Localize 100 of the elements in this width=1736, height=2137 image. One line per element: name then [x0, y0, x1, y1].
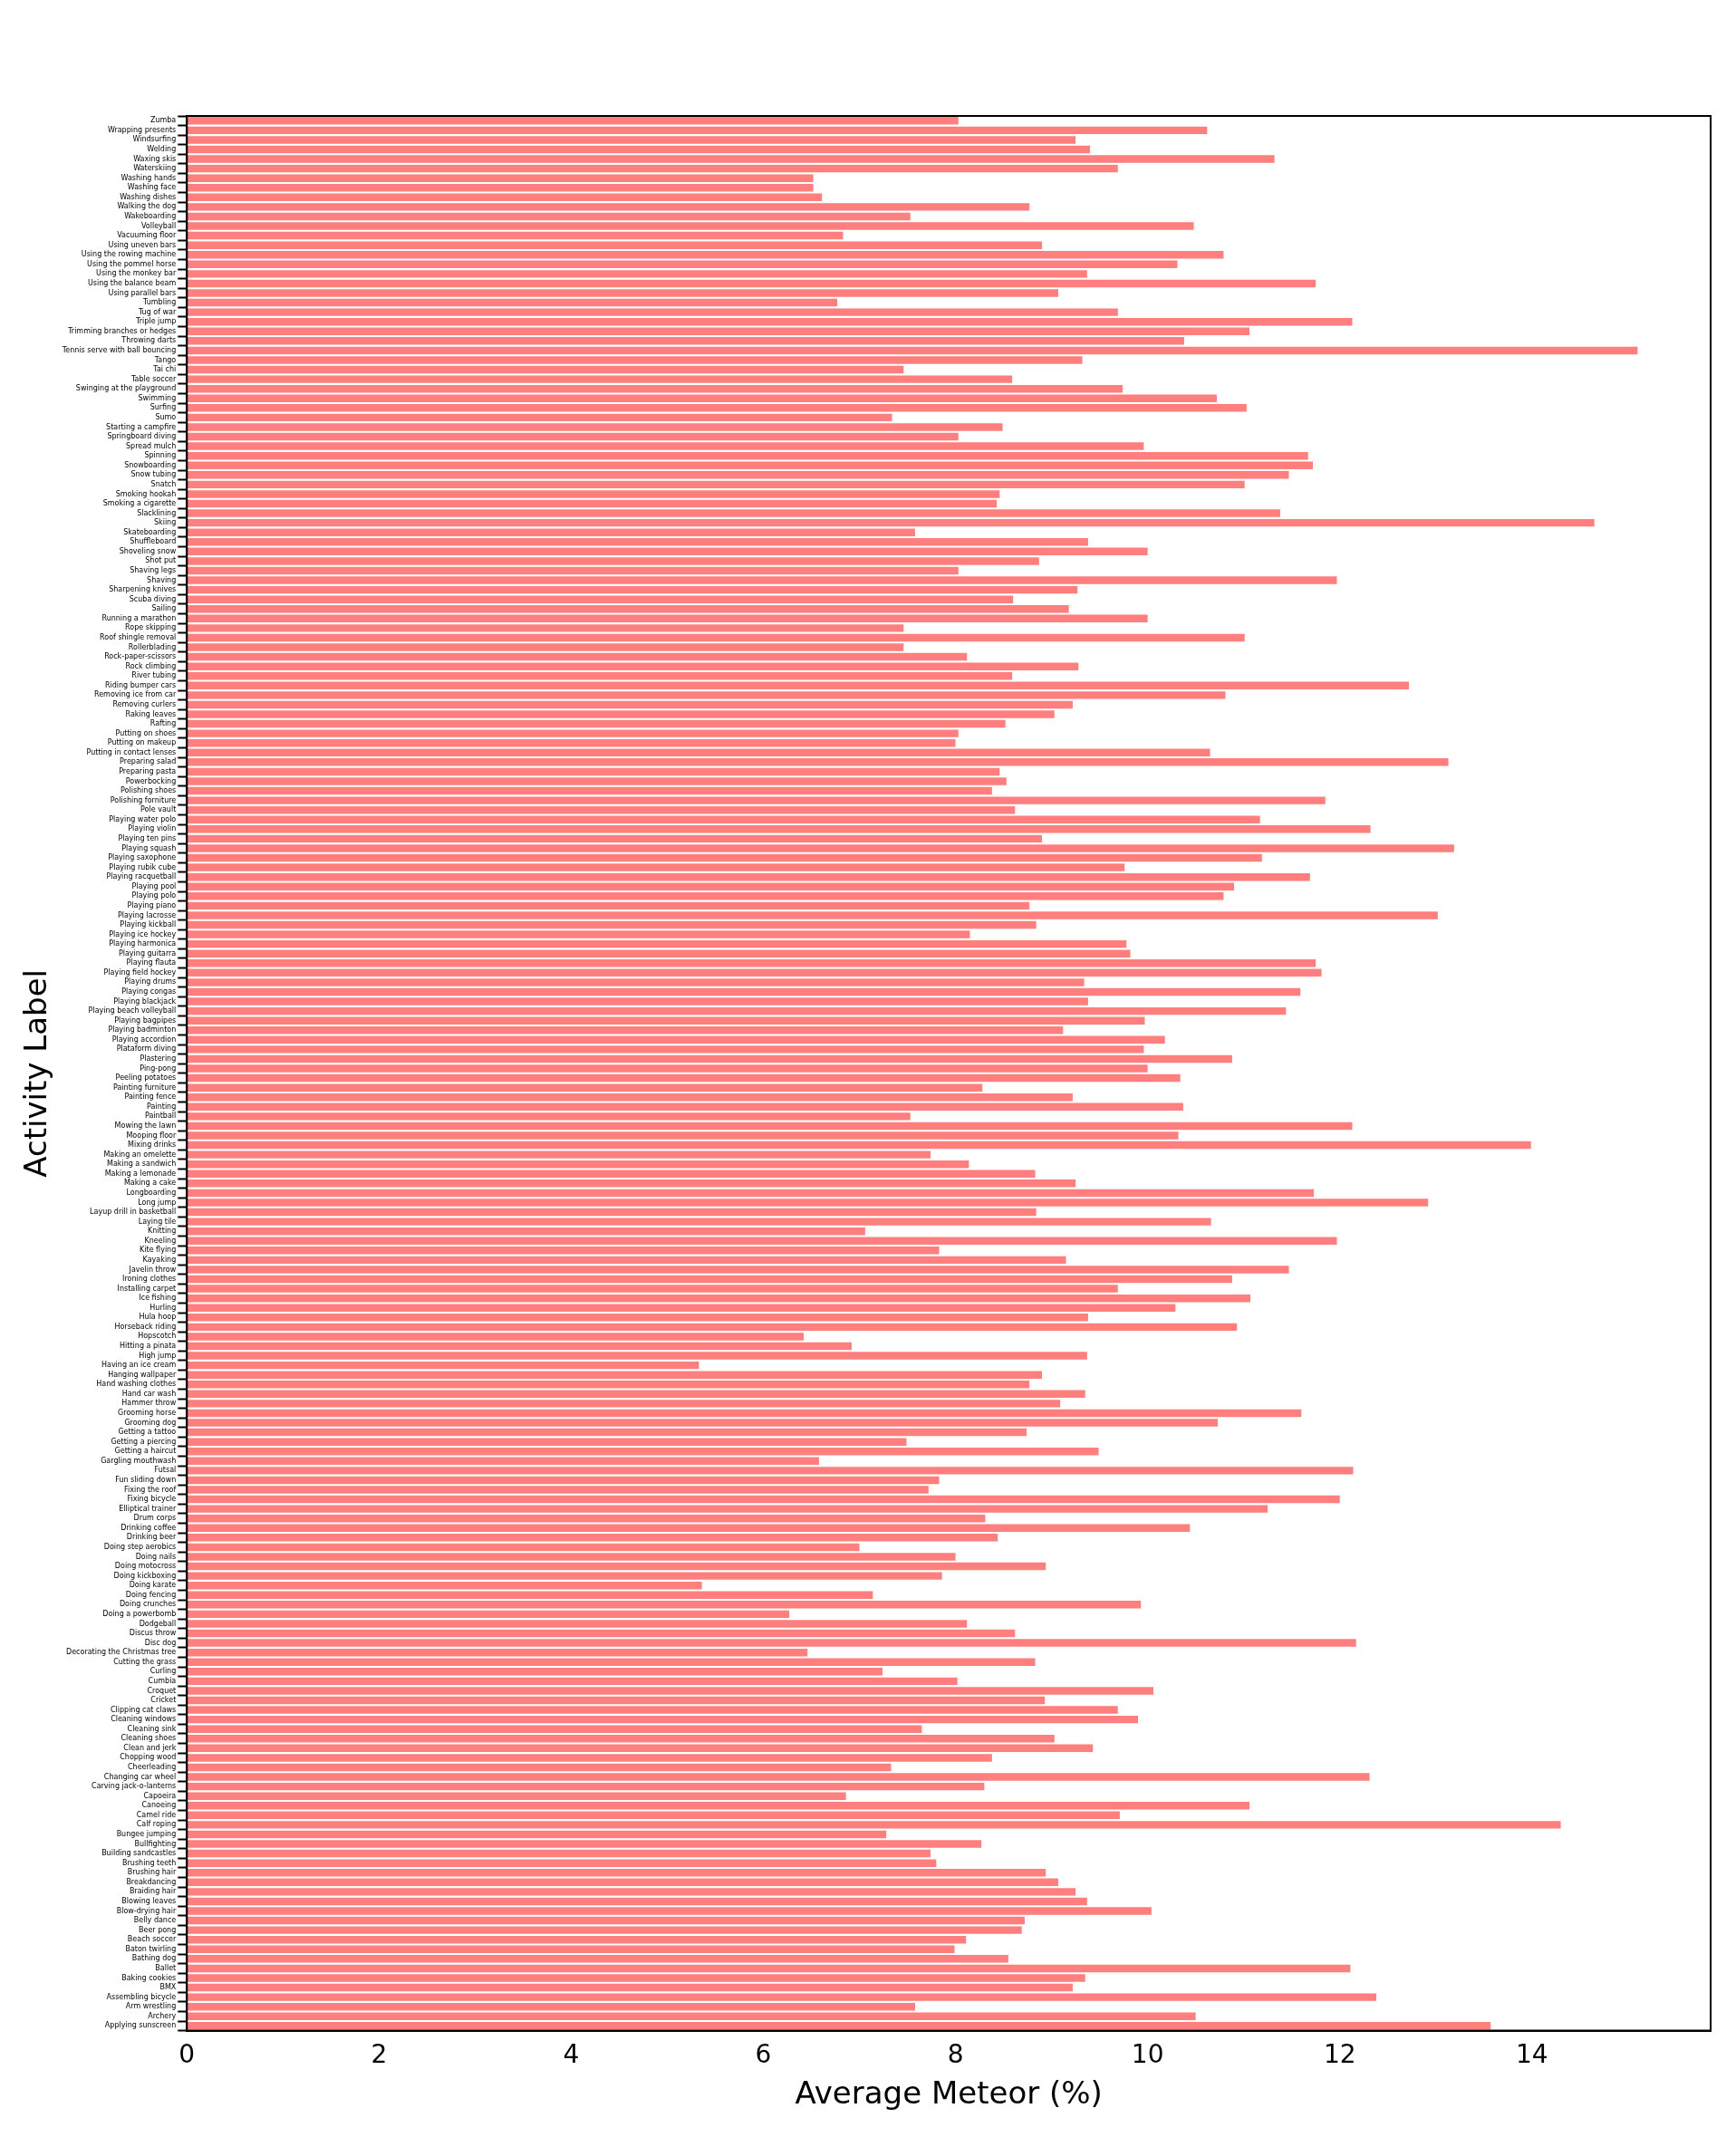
y-tick-label: Raking leaves — [125, 709, 177, 718]
bar — [187, 1706, 1118, 1714]
bar — [187, 1361, 699, 1370]
bar — [187, 1830, 887, 1839]
bar — [187, 490, 1000, 498]
y-tick-label: Skiing — [153, 518, 177, 527]
bar — [187, 184, 814, 192]
y-tick-label: Painting — [147, 1102, 177, 1111]
y-tick-label: Painting fence — [124, 1093, 177, 1102]
bar — [187, 375, 1013, 383]
bar — [187, 1342, 853, 1351]
bar — [187, 241, 1042, 249]
bar — [187, 1821, 1561, 1829]
y-tick-label: Horseback riding — [114, 1322, 177, 1331]
bar — [187, 1897, 1087, 1906]
bar — [187, 1381, 1030, 1389]
y-tick-label: Shoveling snow — [119, 546, 177, 555]
y-tick-label: Playing lacrosse — [117, 910, 177, 919]
y-tick-label: Beach soccer — [127, 1935, 177, 1944]
y-tick-label: Futsal — [154, 1466, 177, 1475]
y-tick-label: Hand washing clothes — [96, 1380, 177, 1389]
bar — [187, 1840, 982, 1848]
y-tick-label: Rollerblading — [128, 642, 177, 651]
bar — [187, 863, 1125, 871]
bar — [187, 1534, 998, 1542]
y-tick-label: Tango — [153, 355, 177, 364]
y-tick-label: Calf roping — [136, 1820, 177, 1829]
y-tick-label: Blowing leaves — [121, 1897, 177, 1906]
bar — [187, 1150, 931, 1159]
bar — [187, 758, 1449, 766]
bar — [187, 1189, 1315, 1198]
bar — [187, 1352, 1087, 1360]
bar — [187, 212, 911, 221]
y-tick-label: Laying tile — [138, 1217, 177, 1226]
bar — [187, 1610, 790, 1619]
bar — [187, 298, 838, 307]
y-tick-label: Fixing bicycle — [127, 1495, 177, 1504]
y-tick-label: Wrapping presents — [107, 125, 177, 134]
y-tick-label: Swimming — [138, 393, 177, 402]
bar — [187, 1285, 1118, 1293]
y-tick-label: Baking cookies — [121, 1973, 177, 1982]
y-tick-label: Playing field hockey — [103, 967, 177, 977]
bar — [187, 1869, 1046, 1877]
y-tick-label: Removing ice from car — [93, 690, 177, 699]
y-tick-label: Swinging at the playground — [75, 384, 177, 393]
y-tick-label: Playing rubik cube — [109, 862, 177, 871]
bar — [187, 1687, 1153, 1695]
bar — [187, 1227, 865, 1236]
bar — [187, 1160, 969, 1169]
bar — [187, 595, 1014, 603]
bar — [187, 1744, 1094, 1753]
bar — [187, 1629, 1016, 1638]
bar — [187, 882, 1235, 890]
y-tick-label: Layup drill in basketball — [90, 1208, 177, 1217]
bar — [187, 471, 1289, 479]
y-tick-label: Using the rowing machine — [81, 250, 177, 259]
bar — [187, 738, 956, 747]
bar — [187, 193, 823, 202]
bar — [187, 1754, 992, 1762]
x-tick-label: 2 — [371, 2038, 388, 2069]
y-tick-label: Braiding hair — [129, 1887, 177, 1896]
y-tick-label: Changing car wheel — [103, 1772, 177, 1781]
y-tick-label: Curling — [149, 1667, 177, 1676]
bar — [187, 1696, 1046, 1705]
bar — [187, 1735, 1055, 1743]
y-tick-label: Rafting — [149, 719, 177, 728]
y-tick-label: Scuba diving — [129, 594, 177, 603]
x-tick-label: 12 — [1323, 2038, 1356, 2069]
y-tick-label: Powerbocking — [125, 776, 177, 785]
bar — [187, 1993, 1376, 2001]
bar — [187, 365, 904, 374]
y-tick-label: Rock climbing — [125, 661, 177, 670]
y-tick-label: Sharpening knives — [109, 585, 177, 594]
bar — [187, 404, 1247, 412]
y-tick-label: Roof shingle removal — [100, 633, 177, 642]
y-tick-label: Playing guitarra — [118, 948, 177, 958]
y-tick-label: Removing curlers — [112, 700, 177, 709]
bar — [187, 423, 1003, 431]
y-tick-label: Decorating the Christmas tree — [66, 1648, 177, 1657]
y-tick-label: Ironing clothes — [122, 1275, 177, 1284]
bar — [187, 1945, 955, 1953]
bar — [187, 719, 1006, 728]
bar — [187, 346, 1638, 355]
bar — [187, 1658, 1036, 1666]
y-tick-label: Knitting — [148, 1227, 177, 1236]
y-tick-label: Cleaning windows — [111, 1715, 177, 1724]
bar — [187, 1620, 968, 1628]
bar — [187, 1495, 1340, 1504]
bar — [187, 805, 1016, 814]
x-tick-label: 0 — [178, 2038, 196, 2069]
bar — [187, 920, 1037, 929]
y-tick-label: Sumo — [155, 412, 177, 421]
y-tick-label: Smoking hookah — [115, 489, 177, 498]
bar — [187, 777, 1007, 785]
bar — [187, 1935, 967, 1944]
bar — [187, 174, 814, 182]
y-tick-label: Assembling bicycle — [106, 1992, 177, 2001]
y-tick-label: Playing water polo — [109, 814, 177, 823]
bar — [187, 1198, 1429, 1207]
y-tick-label: Fun sliding down — [115, 1476, 177, 1485]
